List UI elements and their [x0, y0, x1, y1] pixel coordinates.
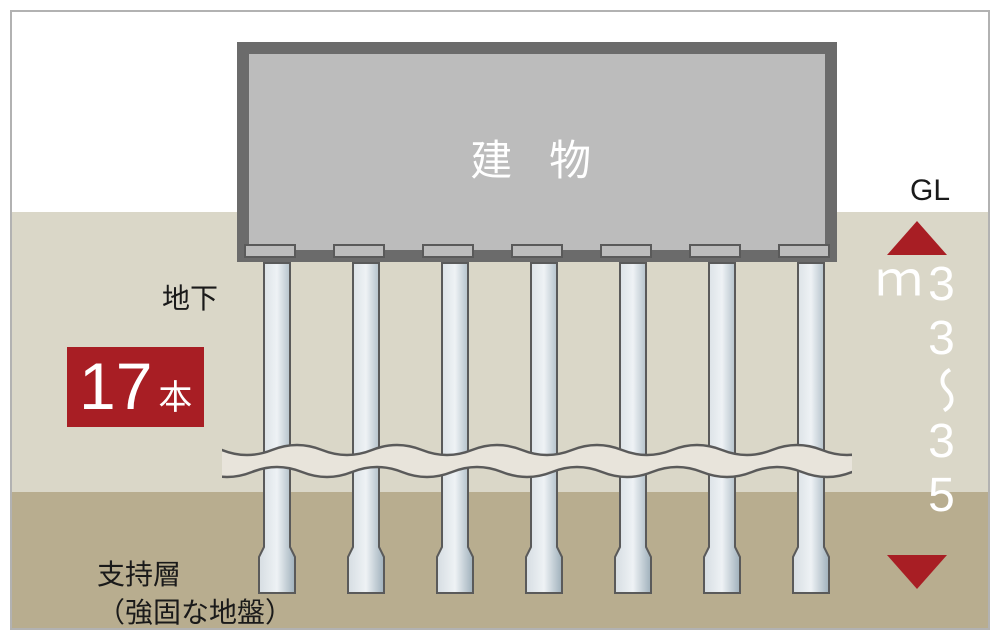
- pile-cap: [511, 244, 563, 258]
- gl-label: GL: [910, 174, 950, 208]
- support-label-line1: 支持層: [97, 556, 293, 594]
- pile-cap: [689, 244, 741, 258]
- arrow-down-icon: [887, 555, 947, 589]
- pile-cap: [244, 244, 296, 258]
- pile-cap: [600, 244, 652, 258]
- arrow-up-icon: [887, 221, 947, 255]
- pile: [791, 262, 817, 592]
- pile: [346, 262, 372, 592]
- support-label-line2: （強固な地盤）: [97, 594, 293, 632]
- pile: [613, 262, 639, 592]
- depth-text: 33〜35ｍ: [869, 258, 965, 552]
- support-layer-label: 支持層 （強固な地盤）: [97, 556, 293, 632]
- diagram-frame: 建 物 地下 17 本 支持層 （強固な地盤） GL 33〜35ｍ: [10, 10, 990, 630]
- pile-cap: [422, 244, 474, 258]
- pile-count-badge: 17 本: [67, 347, 204, 427]
- pile-count-unit: 本: [158, 370, 192, 419]
- depth-badge: 33〜35ｍ: [867, 218, 967, 592]
- building-label: 建 物: [237, 127, 837, 188]
- pile: [702, 262, 728, 592]
- pile-group: [257, 262, 817, 592]
- section-break-wave: [222, 436, 852, 486]
- building: 建 物: [237, 42, 837, 262]
- pile: [435, 262, 461, 592]
- pile-cap: [333, 244, 385, 258]
- pile: [257, 262, 283, 592]
- underground-label: 地下: [162, 277, 218, 317]
- pile: [524, 262, 550, 592]
- pile-cap: [778, 244, 830, 258]
- pile-count-number: 17: [79, 353, 152, 419]
